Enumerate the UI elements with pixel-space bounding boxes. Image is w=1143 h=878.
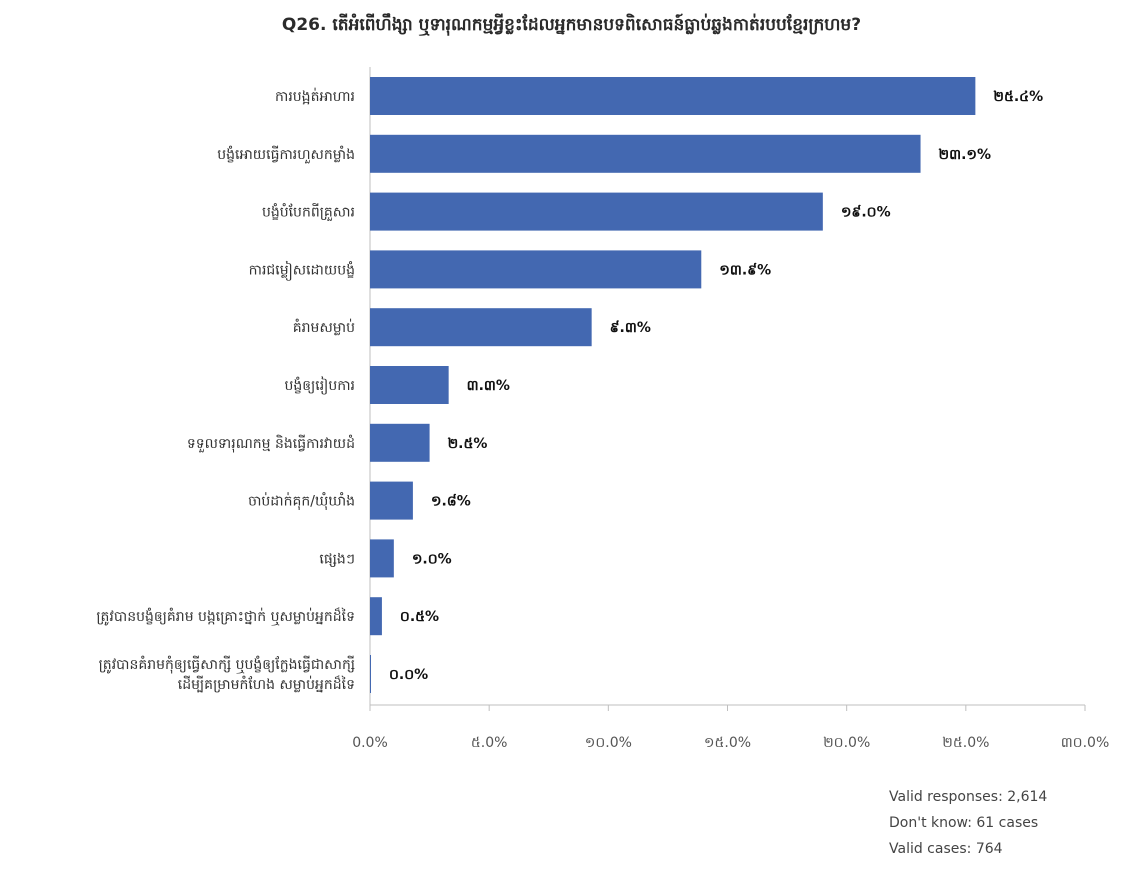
category-label: បង្ខំឲ្យរៀបការ — [284, 376, 355, 395]
dont-know-note: Don't know: 61 cases — [889, 815, 1039, 831]
data-label: ២៣.១% — [939, 147, 992, 163]
data-label: ៣.៣% — [467, 378, 510, 394]
bar — [370, 250, 702, 289]
valid-responses-note: Valid responses: 2,614 — [889, 789, 1048, 805]
x-tick-label: ២០.0% — [823, 735, 870, 751]
bar — [370, 597, 382, 636]
bar — [370, 655, 371, 693]
data-label: ១.០% — [412, 551, 452, 567]
category-label: បង្ខំបំបែកពីគ្រួសារ — [262, 203, 355, 222]
data-label: ០.៥% — [400, 609, 439, 625]
data-label: ១៩.០% — [841, 205, 891, 221]
x-tick-label: ៣០.0% — [1061, 735, 1110, 751]
category-label: បង្ខំអោយធ្វើការហួសកម្លាំង — [217, 145, 355, 164]
category-label: ទទួលទារុណកម្ម និងធ្វើការវាយដំ — [187, 434, 355, 453]
x-tick-label: ១៥.0% — [704, 735, 751, 751]
bar — [370, 134, 921, 173]
data-label: ១.៨% — [431, 494, 471, 510]
data-label: ២៥.៤% — [993, 89, 1043, 105]
bar — [370, 539, 394, 578]
response-notes: Valid responses: 2,614 Don't know: 61 ca… — [889, 784, 1047, 862]
x-tick-label: ៥.0% — [471, 735, 508, 751]
category-label: ត្រូវបានបង្ខំឲ្យគំរាម បង្កគ្រោះថ្នាក់ ឬស… — [96, 607, 355, 626]
category-label: ត្រូវបានគំរាមកុំឲ្យធ្វើសាក្សី ឬបង្ខំឲ្យក… — [99, 655, 355, 674]
category-label: ដើម្បីគម្រាមកំហែង សម្លាប់អ្នកដ៏ទៃ — [178, 675, 355, 693]
x-tick-label: ២៥.0% — [942, 735, 989, 751]
chart-title: Q26. តើអំពើហឹង្សា ឬទារុណកម្មអ្វីខ្លះដែលអ… — [281, 15, 862, 35]
data-label: ០.០% — [389, 667, 428, 683]
bar — [370, 423, 430, 462]
category-label: ការជម្លៀសដោយបង្ខំ — [249, 260, 355, 281]
data-label: ១៣.៩% — [719, 262, 771, 278]
data-label: ២.៥% — [448, 436, 488, 452]
x-tick-label: 0.0% — [352, 735, 388, 751]
valid-cases-note: Valid cases: 764 — [889, 841, 1003, 857]
category-label: ការបង្អត់អាហារ — [275, 87, 355, 105]
bar — [370, 308, 592, 347]
bar — [370, 366, 449, 404]
bar — [370, 77, 976, 115]
category-label: ផ្សេងៗ — [319, 551, 355, 567]
bar — [370, 192, 823, 231]
x-tick-label: ១០.0% — [585, 735, 632, 751]
bar — [370, 481, 413, 520]
data-label: ៩.៣% — [610, 320, 651, 336]
category-label: គំរាមសម្លាប់ — [293, 318, 355, 336]
category-label: ចាប់ដាក់គុក/ឃុំឃាំង — [248, 492, 355, 511]
